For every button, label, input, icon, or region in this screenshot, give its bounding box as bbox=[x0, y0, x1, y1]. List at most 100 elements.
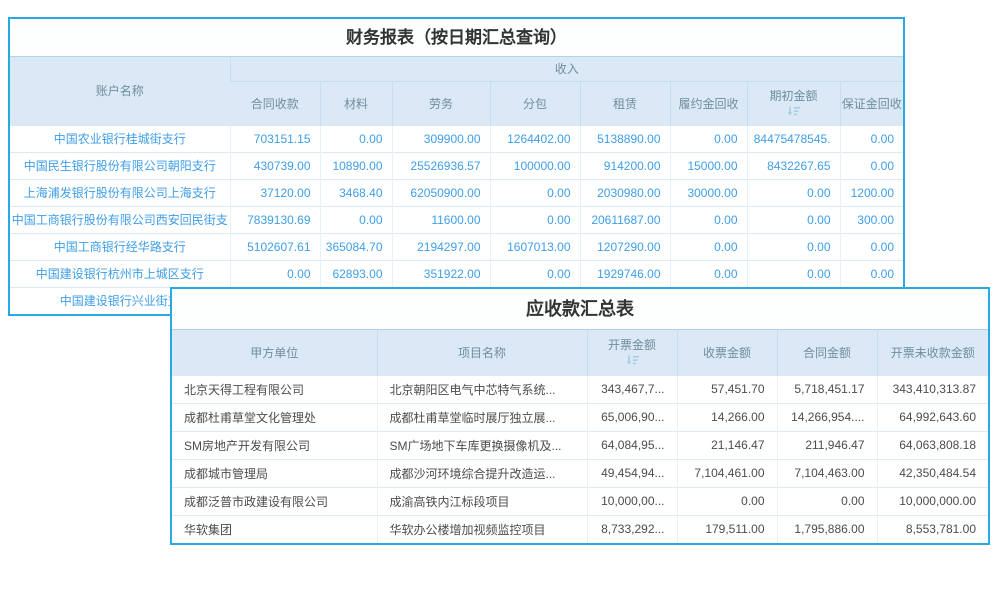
value-cell: 0.00 bbox=[669, 205, 747, 233]
value-cell: 0.00 bbox=[746, 205, 840, 233]
value-cell: 351922.00 bbox=[391, 259, 490, 287]
column-header-received-amount: 收票金额 bbox=[676, 330, 777, 375]
value-cell: 365084.70 bbox=[319, 232, 392, 260]
column-header-project-name: 项目名称 bbox=[376, 330, 587, 375]
sort-descending-icon[interactable] bbox=[626, 355, 639, 366]
value-cell: 0.00 bbox=[746, 259, 840, 287]
value-cell: 1207290.00 bbox=[579, 232, 670, 260]
value-cell: 57,451.70 bbox=[676, 374, 777, 403]
value-cell: 8,553,781.00 bbox=[876, 514, 988, 543]
party-a-cell: SM房地产开发有限公司 bbox=[172, 430, 377, 459]
value-cell: 0.00 bbox=[839, 151, 903, 179]
receivables-summary-title: 应收款汇总表 bbox=[172, 289, 988, 330]
value-cell: 30000.00 bbox=[669, 178, 747, 206]
value-cell: 5138890.00 bbox=[579, 124, 670, 152]
table-row[interactable]: 成都泛普市政建设有限公司 成渝高铁内江标段项目 10,000,00... 0.0… bbox=[172, 486, 988, 515]
value-cell: 20611687.00 bbox=[579, 205, 670, 233]
value-cell: 0.00 bbox=[489, 259, 580, 287]
value-cell: 7,104,463.00 bbox=[776, 458, 877, 487]
value-cell: 8,733,292... bbox=[586, 514, 677, 543]
table-row[interactable]: 北京天得工程有限公司 北京朝阳区电气中芯特气系统... 343,467,7...… bbox=[172, 374, 988, 403]
project-name-cell: SM广场地下车库更换摄像机及... bbox=[376, 430, 587, 459]
value-cell: 21,146.47 bbox=[676, 430, 777, 459]
value-cell: 343,467,7... bbox=[586, 374, 677, 403]
account-cell: 中国农业银行桂城街支行 bbox=[10, 124, 230, 152]
value-cell: 0.00 bbox=[746, 178, 840, 206]
value-cell: 64,063,808.18 bbox=[876, 430, 988, 459]
value-cell: 0.00 bbox=[319, 205, 392, 233]
table-row[interactable]: 中国农业银行桂城街支行 703151.15 0.00 309900.00 126… bbox=[10, 124, 903, 152]
value-cell: 42,350,484.54 bbox=[876, 458, 988, 487]
value-cell: 0.00 bbox=[839, 124, 903, 152]
table-row[interactable]: 成都杜甫草堂文化管理处 成都杜甫草堂临时展厅独立展... 65,006,90..… bbox=[172, 402, 988, 431]
table-row[interactable]: 中国民生银行股份有限公司朝阳支行 430739.00 10890.00 2552… bbox=[10, 151, 903, 179]
value-cell: 25526936.57 bbox=[391, 151, 490, 179]
value-cell: 84475478545. bbox=[746, 124, 840, 152]
group-header-income: 收入 bbox=[229, 57, 903, 82]
project-name-cell: 成都沙河环境综合提升改造运... bbox=[376, 458, 587, 487]
sort-descending-icon[interactable] bbox=[787, 106, 800, 117]
table-row[interactable]: 中国建设银行杭州市上城区支行 0.00 62893.00 351922.00 0… bbox=[10, 259, 903, 287]
table-row[interactable]: 中国工商银行经华路支行 5102607.61 365084.70 2194297… bbox=[10, 232, 903, 260]
value-cell: 5,718,451.17 bbox=[776, 374, 877, 403]
value-cell: 64,084,95... bbox=[586, 430, 677, 459]
receivables-summary-panel: 应收款汇总表 甲方单位 项目名称 开票金额 bbox=[170, 287, 990, 545]
table-row[interactable]: 华软集团 华软办公楼增加视频监控项目 8,733,292... 179,511.… bbox=[172, 514, 988, 543]
value-cell: 0.00 bbox=[489, 178, 580, 206]
value-cell: 0.00 bbox=[839, 259, 903, 287]
table-row[interactable]: 成都城市管理局 成都沙河环境综合提升改造运... 49,454,94... 7,… bbox=[172, 458, 988, 487]
column-header-contract-amount: 合同金额 bbox=[776, 330, 877, 375]
column-header-opening-amount[interactable]: 期初金额 bbox=[746, 81, 840, 125]
column-header-invoiced-amount[interactable]: 开票金额 bbox=[586, 330, 677, 375]
value-cell: 343,410,313.87 bbox=[876, 374, 988, 403]
value-cell: 0.00 bbox=[746, 232, 840, 260]
value-cell: 1264402.00 bbox=[489, 124, 580, 152]
value-cell: 64,992,643.60 bbox=[876, 402, 988, 431]
value-cell: 65,006,90... bbox=[586, 402, 677, 431]
value-cell: 10,000,00... bbox=[586, 486, 677, 515]
account-cell: 中国工商银行经华路支行 bbox=[10, 232, 230, 260]
receivables-summary-table: 甲方单位 项目名称 开票金额 收票金额 合同金额 开票未收款金额 bbox=[172, 330, 988, 543]
table-row[interactable]: 中国工商银行股份有限公司西安回民街支 7839130.69 0.00 11600… bbox=[10, 205, 903, 233]
value-cell: 2194297.00 bbox=[391, 232, 490, 260]
value-cell: 1607013.00 bbox=[489, 232, 580, 260]
party-a-cell: 成都泛普市政建设有限公司 bbox=[172, 486, 377, 515]
column-header-invoiced-unpaid-amount: 开票未收款金额 bbox=[876, 330, 988, 375]
account-cell: 上海浦发银行股份有限公司上海支行 bbox=[10, 178, 230, 206]
project-name-cell: 成都杜甫草堂临时展厅独立展... bbox=[376, 402, 587, 431]
column-header-performance-bond-recovery: 履约金回收 bbox=[669, 81, 747, 125]
project-name-cell: 华软办公楼增加视频监控项目 bbox=[376, 514, 587, 543]
value-cell: 0.00 bbox=[669, 232, 747, 260]
account-cell: 中国民生银行股份有限公司朝阳支行 bbox=[10, 151, 230, 179]
value-cell: 5102607.61 bbox=[229, 232, 320, 260]
party-a-cell: 成都杜甫草堂文化管理处 bbox=[172, 402, 377, 431]
value-cell: 62050900.00 bbox=[391, 178, 490, 206]
value-cell: 15000.00 bbox=[669, 151, 747, 179]
value-cell: 0.00 bbox=[489, 205, 580, 233]
value-cell: 10890.00 bbox=[319, 151, 392, 179]
value-cell: 0.00 bbox=[676, 486, 777, 515]
value-cell: 430739.00 bbox=[229, 151, 320, 179]
value-cell: 0.00 bbox=[669, 124, 747, 152]
column-header-lease: 租赁 bbox=[579, 81, 670, 125]
value-cell: 1200.00 bbox=[839, 178, 903, 206]
value-cell: 1,795,886.00 bbox=[776, 514, 877, 543]
table-row[interactable]: SM房地产开发有限公司 SM广场地下车库更换摄像机及... 64,084,95.… bbox=[172, 430, 988, 459]
value-cell: 14,266.00 bbox=[676, 402, 777, 431]
column-header-materials: 材料 bbox=[319, 81, 392, 125]
value-cell: 309900.00 bbox=[391, 124, 490, 152]
table-row[interactable]: 上海浦发银行股份有限公司上海支行 37120.00 3468.40 620509… bbox=[10, 178, 903, 206]
value-cell: 3468.40 bbox=[319, 178, 392, 206]
value-cell: 11600.00 bbox=[391, 205, 490, 233]
value-cell: 0.00 bbox=[229, 259, 320, 287]
party-a-cell: 北京天得工程有限公司 bbox=[172, 374, 377, 403]
project-name-cell: 成渝高铁内江标段项目 bbox=[376, 486, 587, 515]
column-header-account: 账户名称 bbox=[10, 57, 230, 125]
value-cell: 2030980.00 bbox=[579, 178, 670, 206]
value-cell: 1929746.00 bbox=[579, 259, 670, 287]
financial-report-panel: 财务报表（按日期汇总查询） 账户名称 收入 合同收款 材料 劳务 分包 租赁 履 bbox=[8, 17, 905, 316]
value-cell: 8432267.65 bbox=[746, 151, 840, 179]
value-cell: 914200.00 bbox=[579, 151, 670, 179]
account-cell: 中国建设银行杭州市上城区支行 bbox=[10, 259, 230, 287]
